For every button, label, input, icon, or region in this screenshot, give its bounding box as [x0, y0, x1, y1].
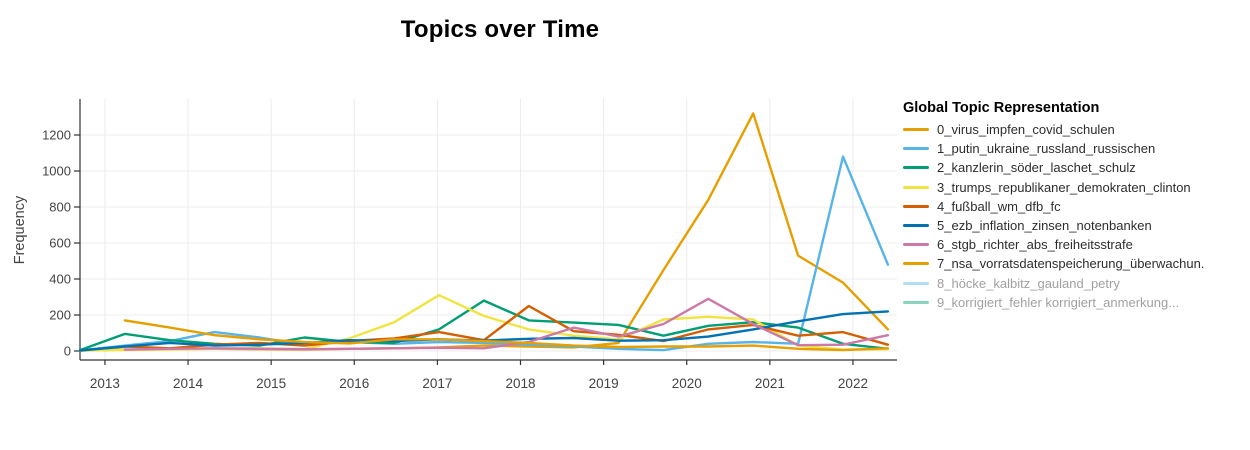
x-tick-label: 2017 — [422, 376, 452, 391]
series-line-7[interactable] — [123, 319, 890, 352]
legend-line-swatch — [903, 281, 929, 285]
legend-line-swatch — [903, 262, 929, 266]
series-lines — [78, 112, 890, 352]
legend-title: Global Topic Representation — [903, 100, 1100, 116]
legend-line-swatch — [903, 185, 929, 189]
legend-line-swatch — [903, 243, 929, 247]
x-tick-label: 2015 — [256, 376, 286, 391]
legend-line-swatch — [903, 204, 929, 208]
legend-items: 0_virus_impfen_covid_schulen 1_putin_ukra… — [903, 120, 1243, 312]
legend-item-label: 9_korrigiert_fehler korrigiert_anmerkung… — [937, 294, 1180, 310]
y-tick-label: 400 — [49, 272, 71, 287]
legend-line-swatch — [903, 128, 929, 132]
y-tick-label: 200 — [49, 308, 71, 323]
legend-item-label: 6_stgb_richter_abs_freiheitsstrafe — [937, 237, 1133, 253]
x-tick-label: 2021 — [755, 376, 785, 391]
chart-title: Topics over Time — [400, 16, 600, 43]
x-tick-label: 2022 — [838, 376, 868, 391]
legend-item-6[interactable]: 6_stgb_richter_abs_freiheitsstrafe — [903, 235, 1243, 254]
legend-item-1[interactable]: 1_putin_ukraine_russland_russischen — [903, 139, 1243, 158]
legend-line-swatch — [903, 147, 929, 151]
legend-item-2[interactable]: 2_kanzlerin_söder_laschet_schulz — [903, 158, 1243, 177]
legend-item-7[interactable]: 7_nsa_vorratsdatenspeicherung_überwachun… — [903, 254, 1243, 273]
legend-item-8[interactable]: 8_höcke_kalbitz_gauland_petry — [903, 274, 1243, 293]
legend-item-9[interactable]: 9_korrigiert_fehler korrigiert_anmerkung… — [903, 293, 1243, 312]
x-tick-label: 2013 — [90, 376, 120, 391]
gridlines — [80, 99, 897, 360]
legend-item-label: 7_nsa_vorratsdatenspeicherung_überwachun… — [937, 256, 1205, 272]
legend-line-swatch — [903, 224, 929, 228]
legend-item-label: 8_höcke_kalbitz_gauland_petry — [937, 275, 1120, 291]
legend-item-label: 1_putin_ukraine_russland_russischen — [937, 141, 1156, 157]
legend-item-label: 5_ezb_inflation_zinsen_notenbanken — [937, 218, 1152, 234]
y-tick-label: 0 — [64, 344, 71, 359]
series-line-1[interactable] — [78, 155, 890, 352]
series-line-6[interactable] — [123, 297, 890, 351]
x-tick-label: 2016 — [339, 376, 369, 391]
legend: Global Topic Representation 0_virus_impf… — [903, 100, 1243, 312]
legend-item-4[interactable]: 4_fußball_wm_dfb_fc — [903, 197, 1243, 216]
legend-line-swatch — [903, 166, 929, 170]
legend-item-label: 0_virus_impfen_covid_schulen — [937, 122, 1115, 138]
y-tick-label: 600 — [49, 236, 71, 251]
legend-item-0[interactable]: 0_virus_impfen_covid_schulen — [903, 120, 1243, 139]
legend-item-3[interactable]: 3_trumps_republikaner_demokraten_clinton — [903, 178, 1243, 197]
tick-labels: 2013 2014 2015 2016 2017 2018 2019 2020 2021 2022… — [42, 128, 868, 392]
legend-item-5[interactable]: 5_ezb_inflation_zinsen_notenbanken — [903, 216, 1243, 235]
x-tick-label: 2018 — [505, 376, 535, 391]
legend-item-label: 4_fußball_wm_dfb_fc — [937, 198, 1061, 214]
y-tick-label: 1000 — [42, 164, 71, 179]
y-axis-title: Frequency — [12, 195, 28, 265]
legend-item-label: 2_kanzlerin_söder_laschet_schulz — [937, 160, 1136, 176]
x-tick-label: 2014 — [173, 376, 204, 391]
x-tick-label: 2020 — [672, 376, 702, 391]
x-tick-label: 2019 — [589, 376, 619, 391]
legend-line-swatch — [903, 300, 929, 304]
y-tick-label: 1200 — [42, 128, 71, 143]
legend-item-label: 3_trumps_republikaner_demokraten_clinton — [937, 179, 1191, 195]
axes — [74, 99, 897, 365]
y-tick-label: 800 — [49, 200, 71, 215]
